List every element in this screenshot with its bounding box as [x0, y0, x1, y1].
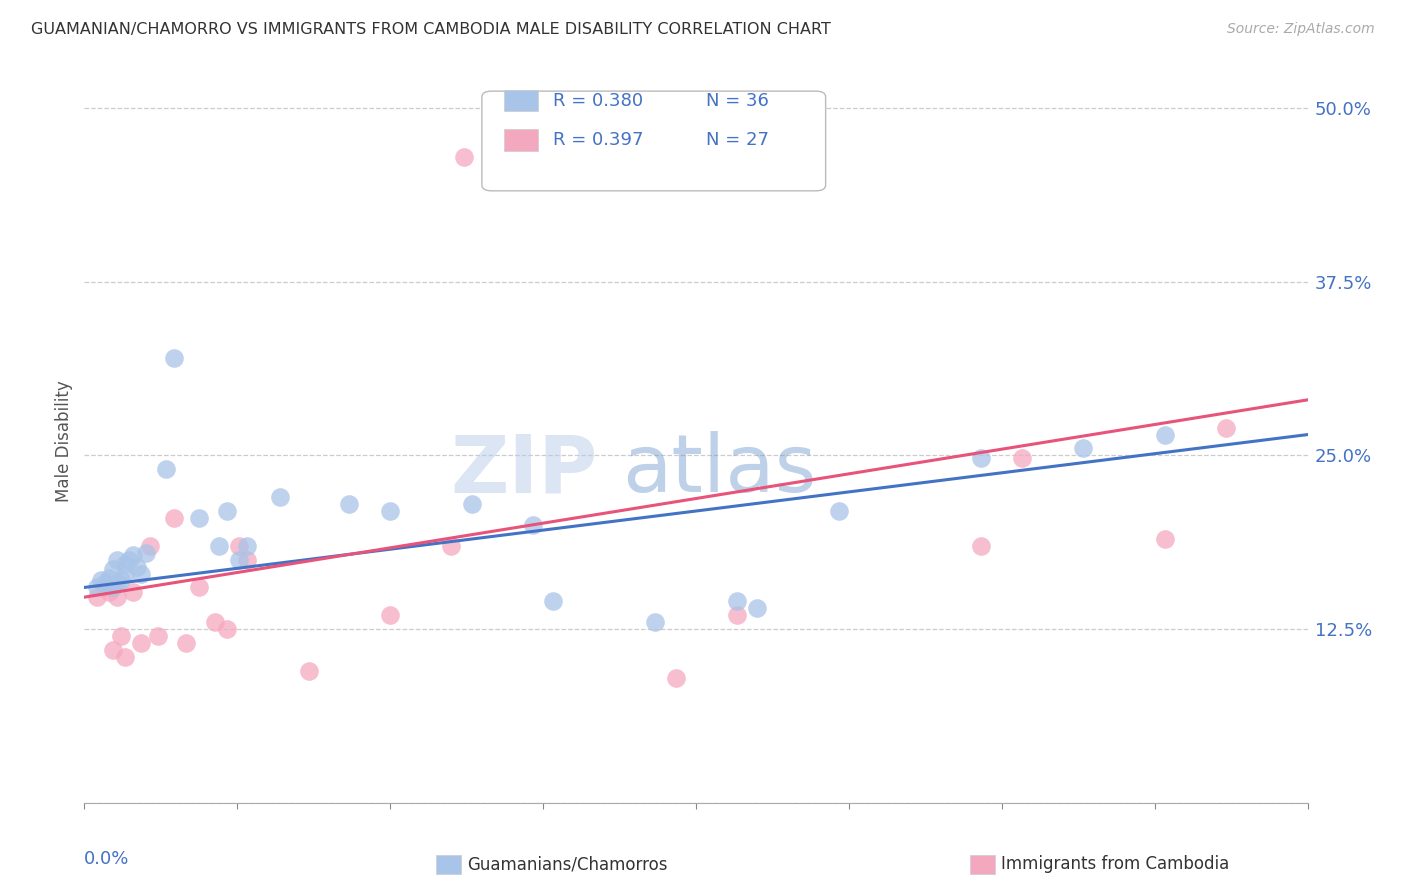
Point — [380, 608, 402, 623]
Point — [93, 576, 115, 591]
Point — [187, 581, 209, 595]
Y-axis label: Male Disability: Male Disability — [55, 381, 73, 502]
Point — [1154, 532, 1177, 546]
Point — [101, 562, 124, 576]
Bar — [503, 90, 538, 112]
Text: Guamanians/Chamorros: Guamanians/Chamorros — [467, 855, 668, 873]
Point — [453, 150, 475, 164]
Text: R = 0.397: R = 0.397 — [553, 131, 644, 149]
Point — [93, 581, 115, 595]
Point — [97, 571, 120, 585]
Point — [440, 539, 463, 553]
Bar — [503, 129, 538, 151]
Point — [187, 511, 209, 525]
Point — [298, 664, 321, 678]
Point — [110, 629, 132, 643]
Point — [970, 451, 993, 466]
Point — [155, 462, 177, 476]
Point — [131, 566, 153, 581]
Point — [122, 549, 145, 563]
Point — [131, 636, 153, 650]
Point — [86, 590, 108, 604]
Point — [461, 497, 484, 511]
Point — [1215, 420, 1237, 434]
Point — [339, 497, 361, 511]
Point — [380, 504, 402, 518]
Point — [138, 539, 160, 553]
Text: 0.0%: 0.0% — [84, 850, 129, 868]
Point — [204, 615, 226, 630]
Point — [174, 636, 197, 650]
Point — [110, 574, 132, 588]
Text: Source: ZipAtlas.com: Source: ZipAtlas.com — [1227, 22, 1375, 37]
Point — [269, 490, 291, 504]
FancyBboxPatch shape — [482, 91, 825, 191]
Text: N = 27: N = 27 — [706, 131, 769, 149]
Point — [665, 671, 688, 685]
Point — [90, 574, 112, 588]
Point — [217, 622, 239, 636]
Point — [725, 608, 748, 623]
Point — [543, 594, 565, 608]
Point — [208, 539, 231, 553]
Point — [135, 546, 157, 560]
Point — [127, 559, 149, 574]
Text: R = 0.380: R = 0.380 — [553, 92, 643, 110]
Text: GUAMANIAN/CHAMORRO VS IMMIGRANTS FROM CAMBODIA MALE DISABILITY CORRELATION CHART: GUAMANIAN/CHAMORRO VS IMMIGRANTS FROM CA… — [31, 22, 831, 37]
Point — [114, 557, 136, 571]
Text: ZIP: ZIP — [451, 432, 598, 509]
Point — [236, 539, 259, 553]
Point — [644, 615, 666, 630]
Point — [105, 590, 128, 604]
Point — [236, 552, 259, 566]
Point — [163, 351, 186, 366]
Point — [1073, 442, 1095, 456]
Point — [114, 649, 136, 664]
Point — [1011, 451, 1033, 466]
Point — [217, 504, 239, 518]
Point — [228, 539, 250, 553]
Point — [97, 584, 120, 599]
Text: N = 36: N = 36 — [706, 92, 769, 110]
Point — [146, 629, 169, 643]
Point — [828, 504, 851, 518]
Point — [86, 581, 108, 595]
Point — [228, 552, 250, 566]
Point — [101, 581, 124, 595]
Point — [101, 643, 124, 657]
Point — [163, 511, 186, 525]
Point — [105, 576, 128, 591]
Point — [114, 566, 136, 581]
Point — [522, 517, 544, 532]
Point — [122, 584, 145, 599]
Point — [105, 552, 128, 566]
Point — [747, 601, 769, 615]
Point — [1154, 427, 1177, 442]
Text: atlas: atlas — [623, 432, 817, 509]
Point — [118, 552, 141, 566]
Point — [725, 594, 748, 608]
Text: Immigrants from Cambodia: Immigrants from Cambodia — [1001, 855, 1229, 873]
Point — [970, 539, 993, 553]
